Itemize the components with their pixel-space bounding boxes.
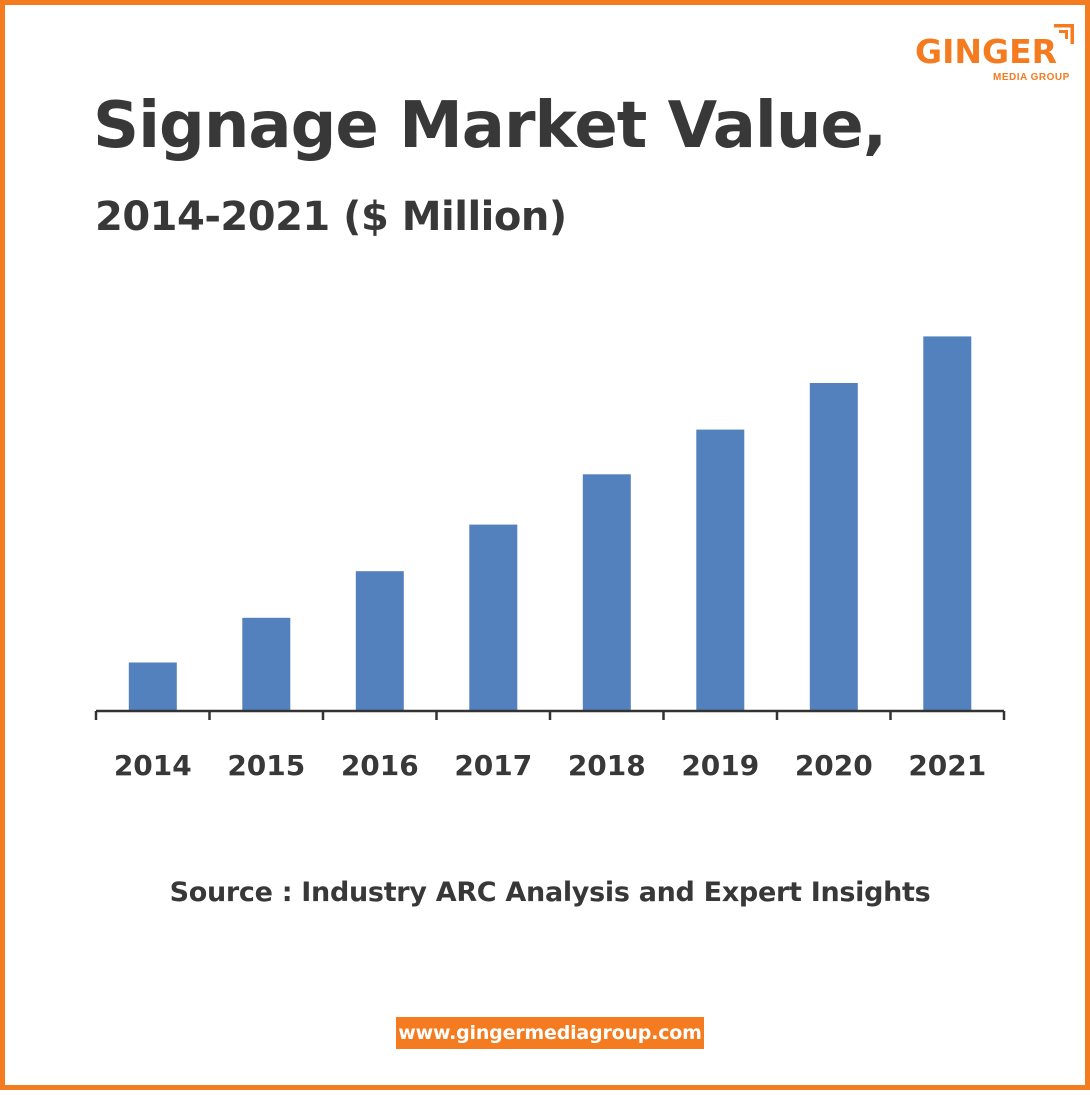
bar-2020 — [809, 383, 858, 711]
x-tick-label: 2019 — [681, 749, 759, 782]
bar-2017 — [469, 524, 518, 711]
website-link[interactable]: www.gingermediagroup.com — [396, 1017, 704, 1049]
x-tick-label: 2021 — [908, 749, 986, 782]
x-tick-label: 2015 — [227, 749, 305, 782]
bar-2018 — [582, 474, 631, 711]
brand-name: GINGER — [915, 32, 1058, 71]
bar-2019 — [696, 429, 745, 711]
bar-2016 — [355, 571, 404, 711]
x-tick-label: 2018 — [568, 749, 646, 782]
source-note: Source : Industry ARC Analysis and Exper… — [169, 877, 931, 908]
signal-arcs-icon — [1054, 24, 1074, 44]
bar-2015 — [242, 617, 291, 711]
bar-chart: 2014 2015 2016 2017 2018 2019 2020 2021 — [94, 336, 1006, 782]
chart-subtitle: 2014-2021 ($ Million) — [95, 194, 567, 240]
x-tick-label: 2017 — [454, 749, 532, 782]
brand-logo: GINGER MEDIA GROUP — [913, 21, 1083, 91]
brand-tagline: MEDIA GROUP — [993, 72, 1070, 83]
chart-title: Signage Market Value, — [93, 89, 887, 163]
x-tick-label: 2016 — [341, 749, 419, 782]
bar-2021 — [923, 336, 972, 711]
bar-2014 — [128, 662, 177, 711]
x-tick-label: 2014 — [114, 749, 192, 782]
x-tick-label: 2020 — [795, 749, 873, 782]
